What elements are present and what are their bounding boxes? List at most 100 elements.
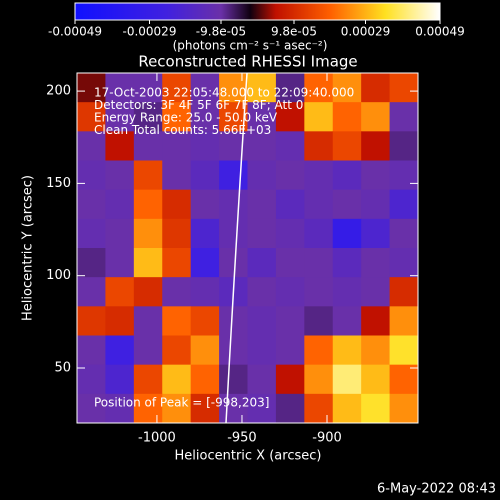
heatmap-cell	[162, 364, 192, 395]
heatmap-cell	[162, 160, 192, 191]
y-tick-label: 200	[46, 84, 71, 99]
colorbar-label: (photons cm⁻² s⁻¹ asec⁻²)	[173, 39, 328, 53]
heatmap-cell	[247, 160, 277, 191]
annotation: Clean Total counts: 5.66E+03	[94, 123, 271, 137]
heatmap-cell	[162, 277, 192, 307]
heatmap-cell	[361, 131, 391, 161]
heatmap-cell	[190, 73, 220, 103]
heatmap-cell	[332, 277, 362, 307]
heatmap-cell	[389, 248, 418, 278]
heatmap-cell	[105, 306, 135, 336]
heatmap-cell	[275, 102, 305, 132]
colorbar-tick-label: 9.8e-05	[271, 25, 317, 39]
heatmap-cell	[304, 364, 334, 395]
heatmap-cell	[275, 306, 305, 336]
heatmap-cell	[247, 335, 277, 366]
y-axis-label: Heliocentric Y (arcsec)	[21, 175, 36, 321]
heatmap-cell	[247, 131, 277, 161]
heatmap-cell	[219, 73, 248, 103]
y-tick-label: 150	[46, 176, 71, 191]
heatmap-cell	[361, 335, 391, 366]
heatmap-cell	[190, 306, 220, 336]
heatmap-cell	[133, 131, 163, 161]
x-axis-label: Heliocentric X (arcsec)	[175, 449, 322, 464]
heatmap-cell	[389, 131, 418, 161]
heatmap-cell	[361, 218, 391, 249]
heatmap-cell	[162, 102, 192, 132]
heatmap-cell	[361, 248, 391, 278]
heatmap-cell	[219, 393, 248, 423]
heatmap-cell	[133, 335, 163, 366]
heatmap-cell	[190, 248, 220, 278]
heatmap-cell	[105, 393, 135, 423]
solar-limb	[225, 73, 248, 423]
heatmap-cell	[190, 393, 220, 423]
heatmap-cell	[304, 393, 334, 423]
heatmap-cell	[219, 189, 248, 220]
heatmap-cell	[190, 335, 220, 366]
x-tick-label: -950	[227, 431, 257, 446]
heatmap-cell	[77, 160, 106, 191]
heatmap-cell	[332, 189, 362, 220]
heatmap-cell	[190, 131, 220, 161]
heatmap-cell	[162, 306, 192, 336]
heatmap-cell	[361, 160, 391, 191]
heatmap-cell	[389, 364, 418, 395]
timestamp: 6-May-2022 08:43	[377, 482, 496, 497]
heatmap-cell	[133, 73, 163, 103]
heatmap-cell	[304, 335, 334, 366]
heatmap-cell	[105, 364, 135, 395]
heatmap-cell	[133, 364, 163, 395]
y-tick-label: 100	[46, 268, 71, 283]
heatmap-cell	[190, 218, 220, 249]
y-tick-label: 50	[54, 360, 71, 375]
heatmap-cell	[304, 277, 334, 307]
heatmap-cell	[190, 189, 220, 220]
heatmap-cell	[361, 73, 391, 103]
heatmap-cell	[77, 73, 106, 103]
heatmap-cell	[247, 277, 277, 307]
heatmap-cell	[133, 277, 163, 307]
heatmap-cell	[77, 277, 106, 307]
heatmap-cell	[332, 160, 362, 191]
heatmap-cell	[275, 248, 305, 278]
heatmap-cell	[162, 335, 192, 366]
heatmap-cell	[190, 364, 220, 395]
heatmap-cell	[332, 335, 362, 366]
heatmap-cell	[275, 73, 305, 103]
heatmap-cell	[77, 248, 106, 278]
heatmap-cell	[332, 218, 362, 249]
colorbar-tick-label: -0.00049	[48, 25, 102, 39]
heatmap-cell	[105, 218, 135, 249]
heatmap-cell	[77, 131, 106, 161]
heatmap-cell	[361, 102, 391, 132]
heatmap-cell	[304, 102, 334, 132]
heatmap-cell	[304, 160, 334, 191]
heatmap-cell	[219, 218, 248, 249]
heatmap-cell	[332, 364, 362, 395]
heatmap-cell	[105, 160, 135, 191]
heatmap-cell	[162, 393, 192, 423]
heatmap-cell	[304, 73, 334, 103]
heatmap-cell	[247, 248, 277, 278]
heatmap-cell	[190, 102, 220, 132]
heatmap-cell	[77, 102, 106, 132]
heatmap-cell	[162, 218, 192, 249]
heatmap-cell	[389, 218, 418, 249]
chart-title: Reconstructed RHESSI Image	[138, 53, 357, 71]
heatmap-cell	[105, 73, 135, 103]
annotations: 17-Oct-2003 22:05:48.000 to 22:09:40.000…	[94, 86, 354, 138]
heatmap-cell	[275, 189, 305, 220]
heatmap-cell	[77, 306, 106, 336]
heatmap-cell	[275, 131, 305, 161]
heatmap-cell	[275, 393, 305, 423]
heatmap-cell	[133, 306, 163, 336]
heatmap-cell	[190, 160, 220, 191]
heatmap-cell	[162, 131, 192, 161]
heatmap-cell	[105, 102, 135, 132]
x-tick-label: -1000	[138, 431, 176, 446]
colorbar-tick-label: 0.00049	[415, 25, 465, 39]
heatmap-cell	[389, 335, 418, 366]
heatmap-cell	[332, 248, 362, 278]
